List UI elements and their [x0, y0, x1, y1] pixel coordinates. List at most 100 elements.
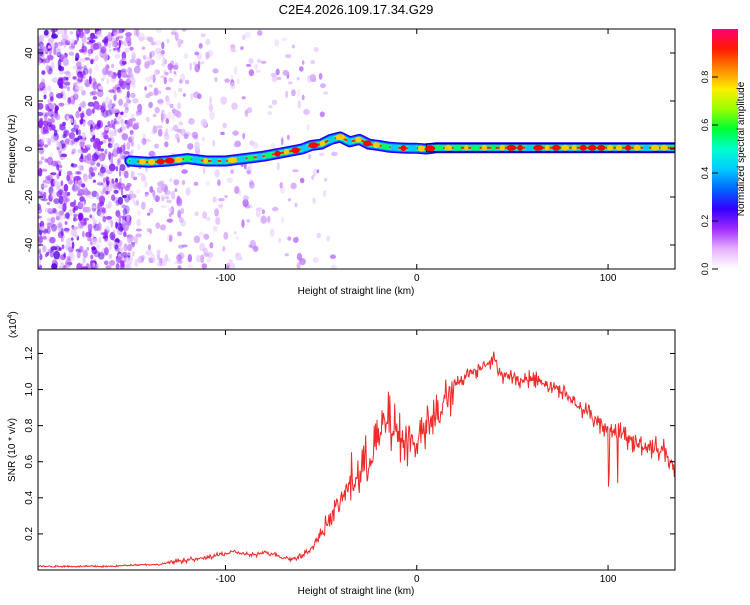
spectrogram-speck [65, 40, 71, 46]
spectrogram-speck [145, 76, 151, 83]
spectrogram-speck [312, 257, 319, 263]
spectrogram-speck [111, 194, 116, 201]
spectrogram-speck [303, 108, 310, 115]
spectrogram-speck [43, 29, 49, 36]
spectrogram-speck [226, 265, 230, 269]
spectrogram-speck [214, 76, 218, 83]
spectrogram-speck [117, 69, 122, 79]
spectrogram-speck [64, 228, 70, 234]
spectrogram-speck [205, 180, 210, 187]
y-tick-label: -20 [24, 189, 35, 204]
spectrogram-speck [306, 75, 313, 83]
spectrogram-speck [78, 106, 82, 112]
spectrogram-speck [67, 97, 71, 105]
spectrogram-speck [124, 205, 130, 215]
spectrogram-speck [121, 256, 125, 262]
spectrogram-speck [242, 198, 249, 208]
spectrogram-speck [60, 262, 65, 268]
spectrogram-speck [112, 180, 119, 190]
spectrogram-speck [170, 126, 173, 132]
chart-title: C2E4.2026.109.17.34.G29 [279, 2, 434, 17]
spectrogram-speck [84, 206, 91, 213]
spectrogram-speck [135, 199, 140, 206]
spectrogram-speck [171, 29, 178, 33]
spectrogram-speck [85, 67, 90, 74]
spectrogram-speck [175, 111, 182, 118]
spectrogram-speck [137, 144, 141, 150]
spectrogram-speck [39, 226, 46, 231]
spectrogram-speck [77, 164, 83, 171]
spectrogram-speck [234, 186, 240, 194]
spectrogram-speck [193, 181, 199, 186]
spectrogram-speck [124, 109, 128, 114]
spectrogram-speck [80, 153, 84, 160]
spectrogram-speck [91, 153, 99, 162]
ridge-hotspot [347, 138, 352, 145]
spectrogram-speck [57, 222, 63, 228]
spectrogram-speck [88, 229, 92, 238]
y-tick-label: 0.4 [24, 490, 35, 504]
spectrogram-speck [106, 180, 110, 186]
spectrogram-speck [167, 63, 173, 71]
spectrogram-speck [39, 117, 44, 126]
spectrogram-speck [92, 166, 98, 172]
spectrogram-speck [212, 225, 218, 232]
spectrogram-speck [161, 50, 165, 55]
spectrogram-speck [130, 193, 137, 199]
ridge-hotspot [264, 152, 273, 159]
spectrogram-speck [115, 36, 120, 41]
spectrogram-speck [178, 216, 184, 223]
spectrogram-speck [116, 86, 121, 93]
ridge-hotspot [327, 136, 336, 143]
spectrogram-speck [50, 113, 54, 119]
spectrogram-speck [108, 89, 115, 93]
spectrogram-speck [51, 223, 58, 232]
spectrogram-speck [98, 252, 105, 260]
spectrogram-speck [203, 167, 206, 175]
spectrogram-speck [117, 215, 123, 219]
spectrogram-speck [96, 182, 104, 186]
spectrogram-speck [296, 88, 301, 97]
spectrogram-speck [276, 76, 282, 81]
spectrogram-speck [169, 70, 172, 74]
spectrogram-speck [319, 152, 325, 157]
spectrogram-speck [38, 102, 44, 110]
spectrogram-speck [107, 143, 113, 149]
spectrogram-speck [72, 90, 79, 96]
spectrogram-speck [70, 42, 76, 49]
spectrogram-speck [218, 204, 223, 208]
spectrogram-speck [141, 255, 147, 260]
snr-y-label: SNR (10 * v/v) [7, 418, 18, 482]
spectrogram-speck [58, 195, 64, 205]
spectrogram-speck [155, 29, 163, 33]
spectrogram-speck [113, 189, 119, 194]
spectrogram-speck [128, 67, 133, 73]
spectrogram-speck [71, 148, 78, 153]
spectrogram-speck [51, 160, 58, 167]
spectrogram-speck [281, 37, 288, 42]
spectrogram-speck [119, 164, 126, 171]
spectrogram-speck [90, 239, 93, 246]
spectrogram-speck [173, 71, 177, 75]
spectrogram-speck [172, 64, 179, 70]
spectrogram-speck [131, 241, 135, 246]
ridge-hotspot [525, 144, 534, 151]
ridge-hotspot [506, 144, 517, 151]
spectrogram-speck [124, 47, 130, 54]
ridge-hotspot [335, 134, 346, 141]
spectrogram-speck [117, 35, 124, 39]
spectrogram-speck [187, 254, 192, 263]
spectrogram-speck [66, 237, 72, 246]
spectrogram-speck [163, 76, 167, 85]
spectrogram-speck [299, 177, 305, 184]
spectrogram-speck [38, 41, 44, 48]
spectrogram-speck [122, 222, 129, 232]
spectrogram-speck [278, 237, 282, 243]
spectrogram-speck [41, 184, 48, 189]
spectrogram-speck [65, 243, 69, 251]
spectrogram-speck [116, 108, 120, 114]
spectrogram-speck [164, 71, 169, 76]
spectrogram-speck [107, 70, 114, 78]
spectrogram-speck [287, 236, 292, 241]
spectrogram-speck [146, 36, 152, 41]
